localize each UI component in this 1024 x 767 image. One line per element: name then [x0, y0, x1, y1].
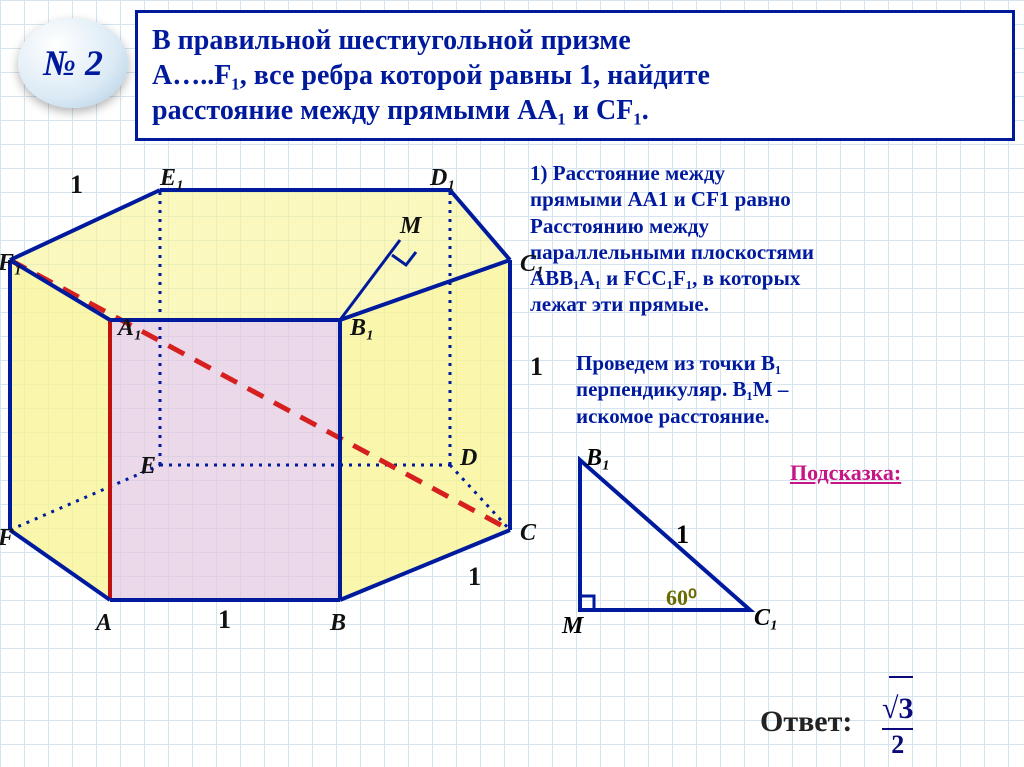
len-bottom-right: 1: [468, 562, 481, 591]
len-right: 1: [530, 352, 543, 381]
label-D: D: [459, 445, 477, 471]
problem-line: В правильной шестиугольной призме: [152, 23, 998, 58]
tri-angle: 60⁰: [666, 585, 697, 610]
label-B: B: [329, 610, 346, 636]
label-F: F: [0, 525, 14, 551]
problem-number-badge: № 2: [18, 18, 128, 108]
tri-M: M: [561, 613, 585, 639]
label-A1: A₁: [116, 315, 142, 341]
problem-statement: В правильной шестиугольной призме A…..F₁…: [135, 10, 1015, 141]
tri-B1: B₁: [585, 445, 610, 471]
tri-hyp: 1: [676, 520, 689, 549]
mini-triangle: B₁ M C₁ 1 60⁰: [561, 445, 778, 639]
label-C: C: [520, 520, 537, 546]
label-E1: E₁: [159, 165, 184, 191]
label-D1: D₁: [429, 165, 456, 191]
diagram-svg: A B C D E F A₁ B₁ C₁ D₁ E₁ F₁ M 1 1 1 1 …: [0, 155, 1024, 765]
label-C1: C₁: [520, 251, 544, 277]
label-B1: B₁: [349, 315, 374, 341]
badge-label: № 2: [43, 42, 103, 84]
len-bottom-mid: 1: [218, 605, 231, 634]
problem-line: A…..F₁, все ребра которой равны 1, найди…: [152, 58, 998, 93]
label-E: E: [139, 453, 156, 479]
label-A: A: [94, 610, 112, 636]
tri-C1: C₁: [754, 605, 778, 631]
label-F1: F₁: [0, 250, 22, 276]
len-top: 1: [70, 170, 83, 199]
label-M: M: [399, 213, 423, 239]
problem-line: расстояние между прямыми AA₁ и CF₁.: [152, 93, 998, 128]
